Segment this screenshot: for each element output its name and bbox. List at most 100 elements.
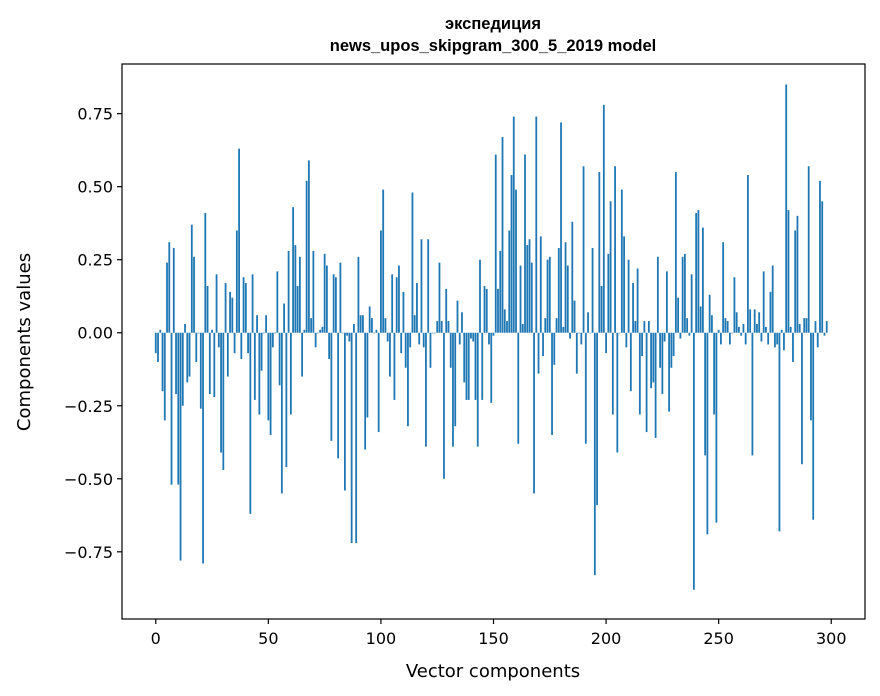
- bar: [816, 332, 819, 348]
- bar: [402, 291, 405, 333]
- bar: [580, 332, 583, 345]
- bar: [188, 332, 191, 377]
- bar: [553, 332, 556, 365]
- bar: [472, 332, 475, 342]
- bar: [256, 315, 258, 333]
- bar: [332, 274, 335, 333]
- bar: [179, 332, 182, 561]
- bar: [319, 329, 322, 333]
- bar: [616, 332, 619, 453]
- bar: [825, 321, 828, 333]
- bar: [296, 286, 299, 333]
- bar: [353, 323, 355, 333]
- bar: [314, 332, 317, 348]
- bar: [729, 332, 731, 345]
- x-tick-label: 0: [151, 629, 161, 648]
- bar: [688, 332, 691, 336]
- bar: [524, 154, 526, 333]
- bar: [665, 271, 668, 333]
- bar: [476, 332, 479, 447]
- bar: [305, 180, 308, 333]
- bar: [229, 291, 231, 333]
- bar: [542, 332, 544, 357]
- bar: [663, 332, 666, 342]
- bar: [539, 236, 542, 333]
- bar: [519, 265, 522, 333]
- bar: [668, 332, 671, 412]
- bars-group: [154, 84, 828, 590]
- bar: [204, 212, 207, 333]
- bar: [447, 321, 450, 333]
- bar: [411, 192, 414, 333]
- bar: [276, 271, 279, 333]
- bar: [386, 332, 389, 342]
- bar: [593, 332, 596, 576]
- bar: [575, 332, 578, 374]
- bar: [720, 332, 722, 345]
- bar: [389, 332, 391, 377]
- bar: [578, 332, 580, 334]
- bar: [301, 332, 304, 377]
- bar: [785, 84, 788, 333]
- bar: [470, 332, 472, 339]
- bar: [792, 332, 794, 362]
- bar: [587, 312, 589, 333]
- bar: [161, 332, 164, 392]
- bar: [634, 321, 637, 333]
- bar: [278, 332, 281, 386]
- bar: [366, 332, 369, 418]
- y-tick-label: −0.50: [64, 470, 113, 489]
- bar: [251, 274, 254, 333]
- bar: [418, 332, 421, 345]
- x-tick-label: 50: [258, 629, 278, 648]
- bar: [686, 318, 689, 333]
- x-tick-label: 150: [478, 629, 509, 648]
- bar: [298, 256, 301, 333]
- bar: [564, 242, 567, 333]
- bar: [756, 323, 758, 333]
- bar: [656, 256, 659, 333]
- bar: [206, 286, 209, 333]
- bar: [654, 332, 657, 438]
- bar: [566, 265, 569, 333]
- bar: [247, 332, 249, 354]
- bar: [316, 332, 319, 334]
- bar: [474, 332, 477, 400]
- bar: [382, 189, 385, 333]
- chart-title-line-2: news_upos_skipgram_300_5_2019 model: [330, 37, 657, 55]
- bar: [652, 332, 655, 383]
- bar: [193, 256, 195, 333]
- bar: [776, 332, 779, 345]
- bar: [425, 332, 427, 447]
- bar: [670, 332, 673, 368]
- bar: [744, 332, 747, 345]
- bar: [195, 332, 198, 362]
- bar: [458, 332, 461, 345]
- bar: [271, 332, 274, 348]
- bar: [758, 312, 761, 333]
- bar: [591, 248, 594, 333]
- bar: [325, 265, 328, 333]
- bar: [267, 332, 270, 421]
- bar: [461, 312, 463, 333]
- bar: [778, 332, 781, 532]
- bar: [350, 332, 353, 544]
- bar: [244, 283, 247, 333]
- bar: [159, 329, 162, 333]
- bar: [233, 332, 236, 354]
- bar: [708, 294, 711, 333]
- bar: [265, 315, 267, 333]
- x-tick-label: 100: [366, 629, 397, 648]
- bar: [323, 253, 326, 333]
- bar: [789, 326, 792, 333]
- bar: [742, 323, 745, 333]
- y-axis-label: Components values: [14, 253, 35, 431]
- bar: [391, 274, 394, 333]
- bar: [638, 332, 641, 415]
- bar: [555, 318, 558, 333]
- y-tick-label: −0.75: [64, 543, 113, 562]
- bar: [280, 332, 283, 494]
- bar: [636, 268, 639, 333]
- bar: [690, 274, 693, 333]
